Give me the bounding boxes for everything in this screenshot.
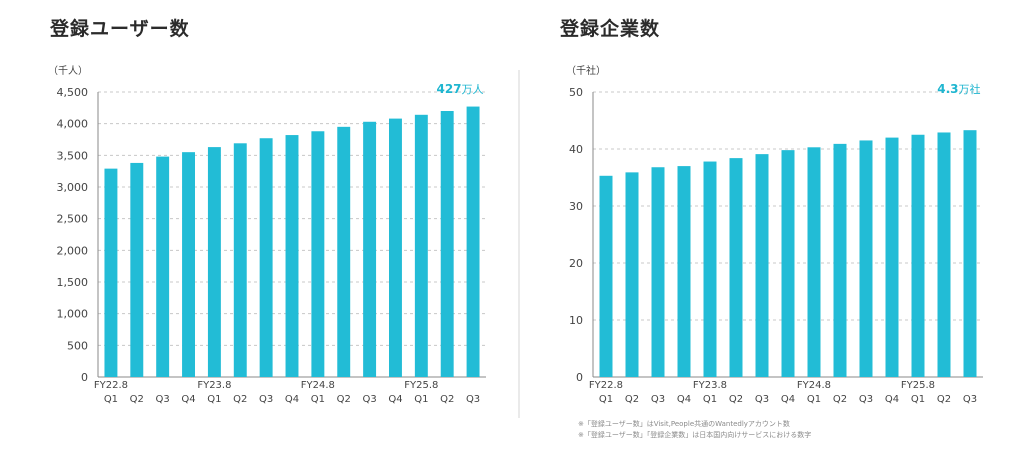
company-bar [625, 172, 639, 377]
user-quarter-label: Q2 [130, 394, 144, 405]
user-quarter-label: Q4 [388, 394, 402, 405]
user-quarter-label: Q1 [207, 394, 221, 405]
company-quarter-label: Q3 [963, 394, 977, 405]
user-y-tick-label: 3,500 [57, 149, 89, 162]
company-quarter-label: Q3 [651, 394, 665, 405]
company-y-tick-label: 50 [569, 86, 583, 99]
company-quarter-label: Q4 [677, 394, 691, 405]
user-chart-title: 登録ユーザー数 [50, 18, 190, 40]
user-bar [363, 121, 377, 378]
company-fy-label: FY22.8 [589, 380, 623, 391]
company-bar [729, 158, 743, 377]
user-y-tick-label: 2,500 [57, 213, 89, 226]
user-bar [466, 106, 480, 378]
user-unit-label: （千人） [48, 65, 88, 77]
company-bar [911, 134, 925, 377]
company-bar [677, 166, 691, 377]
company-y-tick-label: 20 [569, 257, 583, 270]
user-fy-label: FY23.8 [197, 380, 231, 391]
user-quarter-label: Q4 [181, 394, 195, 405]
footnote-2: ※「登録ユーザー数」「登録企業数」は日本国内向けサービスにおける数字 [578, 431, 812, 439]
company-annotation-unit: 万社 [959, 82, 981, 96]
company-quarter-label: Q3 [755, 394, 769, 405]
company-bar [833, 143, 847, 377]
company-fy-label: FY25.8 [901, 380, 935, 391]
company-quarter-label: Q1 [703, 394, 717, 405]
company-quarter-label: Q2 [625, 394, 639, 405]
user-bar [182, 152, 195, 377]
user-quarter-label: Q3 [259, 394, 273, 405]
user-y-tick-label: 1,000 [57, 308, 89, 321]
user-bar [207, 147, 221, 377]
user-bar [156, 156, 170, 377]
company-bar [651, 167, 665, 377]
company-latest-annotation: 4.3万社 [937, 82, 980, 96]
user-bar [414, 114, 428, 378]
company-quarter-label: Q2 [729, 394, 743, 405]
user-latest-annotation: 427万人 [436, 82, 483, 96]
user-quarter-label: Q2 [440, 394, 454, 405]
user-bar [440, 111, 454, 377]
company-bar [781, 150, 795, 377]
user-y-tick-label: 4,500 [57, 86, 89, 99]
company-quarter-label: Q3 [859, 394, 873, 405]
user-annotation-unit: 万人 [462, 83, 484, 96]
user-chart: （千人） 0 500 1,000 1,500 2,000 2,500 3,000 3,500 4,… [48, 65, 486, 405]
user-y-tick-label: 2,000 [57, 244, 89, 257]
company-y-tick-label: 40 [569, 143, 583, 156]
company-unit-label: （千社） [566, 64, 606, 77]
company-bar [755, 154, 769, 377]
user-annotation-value: 427 [436, 82, 461, 96]
user-quarter-label: Q4 [285, 394, 299, 405]
user-fy-label: FY25.8 [404, 380, 438, 391]
user-quarter-label: Q3 [466, 394, 480, 405]
footnote-1: ※「登録ユーザー数」はVisit,People共通のWantedlyアカウント数 [578, 420, 790, 428]
user-quarter-label: Q1 [311, 394, 325, 405]
user-quarter-label: Q3 [156, 394, 170, 405]
user-bar [311, 131, 325, 377]
user-quarter-label: Q3 [362, 394, 376, 405]
company-quarter-label: Q1 [599, 394, 613, 405]
company-bar [937, 132, 951, 377]
company-annotation-value: 4.3 [937, 82, 958, 96]
company-quarter-label: Q4 [885, 394, 899, 405]
company-bar [859, 140, 873, 377]
company-fy-label: FY23.8 [693, 380, 727, 391]
company-chart-title: 登録企業数 [560, 18, 661, 40]
user-y-tick-label: 4,000 [57, 118, 89, 131]
company-quarter-label: Q1 [911, 394, 925, 405]
company-bar [963, 130, 977, 377]
user-quarter-label: Q1 [104, 394, 118, 405]
user-y-tick-label: 0 [81, 371, 88, 384]
company-quarter-label: Q2 [833, 394, 847, 405]
user-quarter-label: Q2 [337, 394, 351, 405]
company-bar [807, 147, 821, 377]
user-bar [233, 143, 247, 377]
user-y-tick-label: 3,000 [57, 181, 89, 194]
company-fy-label: FY24.8 [797, 380, 831, 391]
company-quarter-label: Q1 [807, 394, 821, 405]
user-y-tick-label: 1,500 [57, 276, 89, 289]
company-y-tick-label: 0 [576, 371, 583, 384]
company-bar [703, 161, 717, 377]
user-quarter-label: Q2 [233, 394, 247, 405]
company-quarter-label: Q2 [937, 394, 951, 405]
company-bar [599, 175, 613, 377]
user-fy-label: FY24.8 [301, 380, 335, 391]
user-bar [285, 135, 299, 377]
company-y-tick-label: 30 [569, 200, 583, 213]
user-quarter-label: Q1 [414, 394, 428, 405]
user-y-tick-label: 500 [67, 339, 88, 352]
user-fy-label: FY22.8 [94, 380, 128, 391]
company-quarter-label: Q4 [781, 394, 795, 405]
company-y-tick-label: 10 [569, 314, 583, 327]
user-bar [259, 138, 273, 377]
user-bar [337, 126, 351, 377]
user-bar [104, 168, 118, 377]
user-bar [389, 118, 402, 377]
user-bar [130, 162, 144, 377]
company-bar [885, 137, 899, 377]
